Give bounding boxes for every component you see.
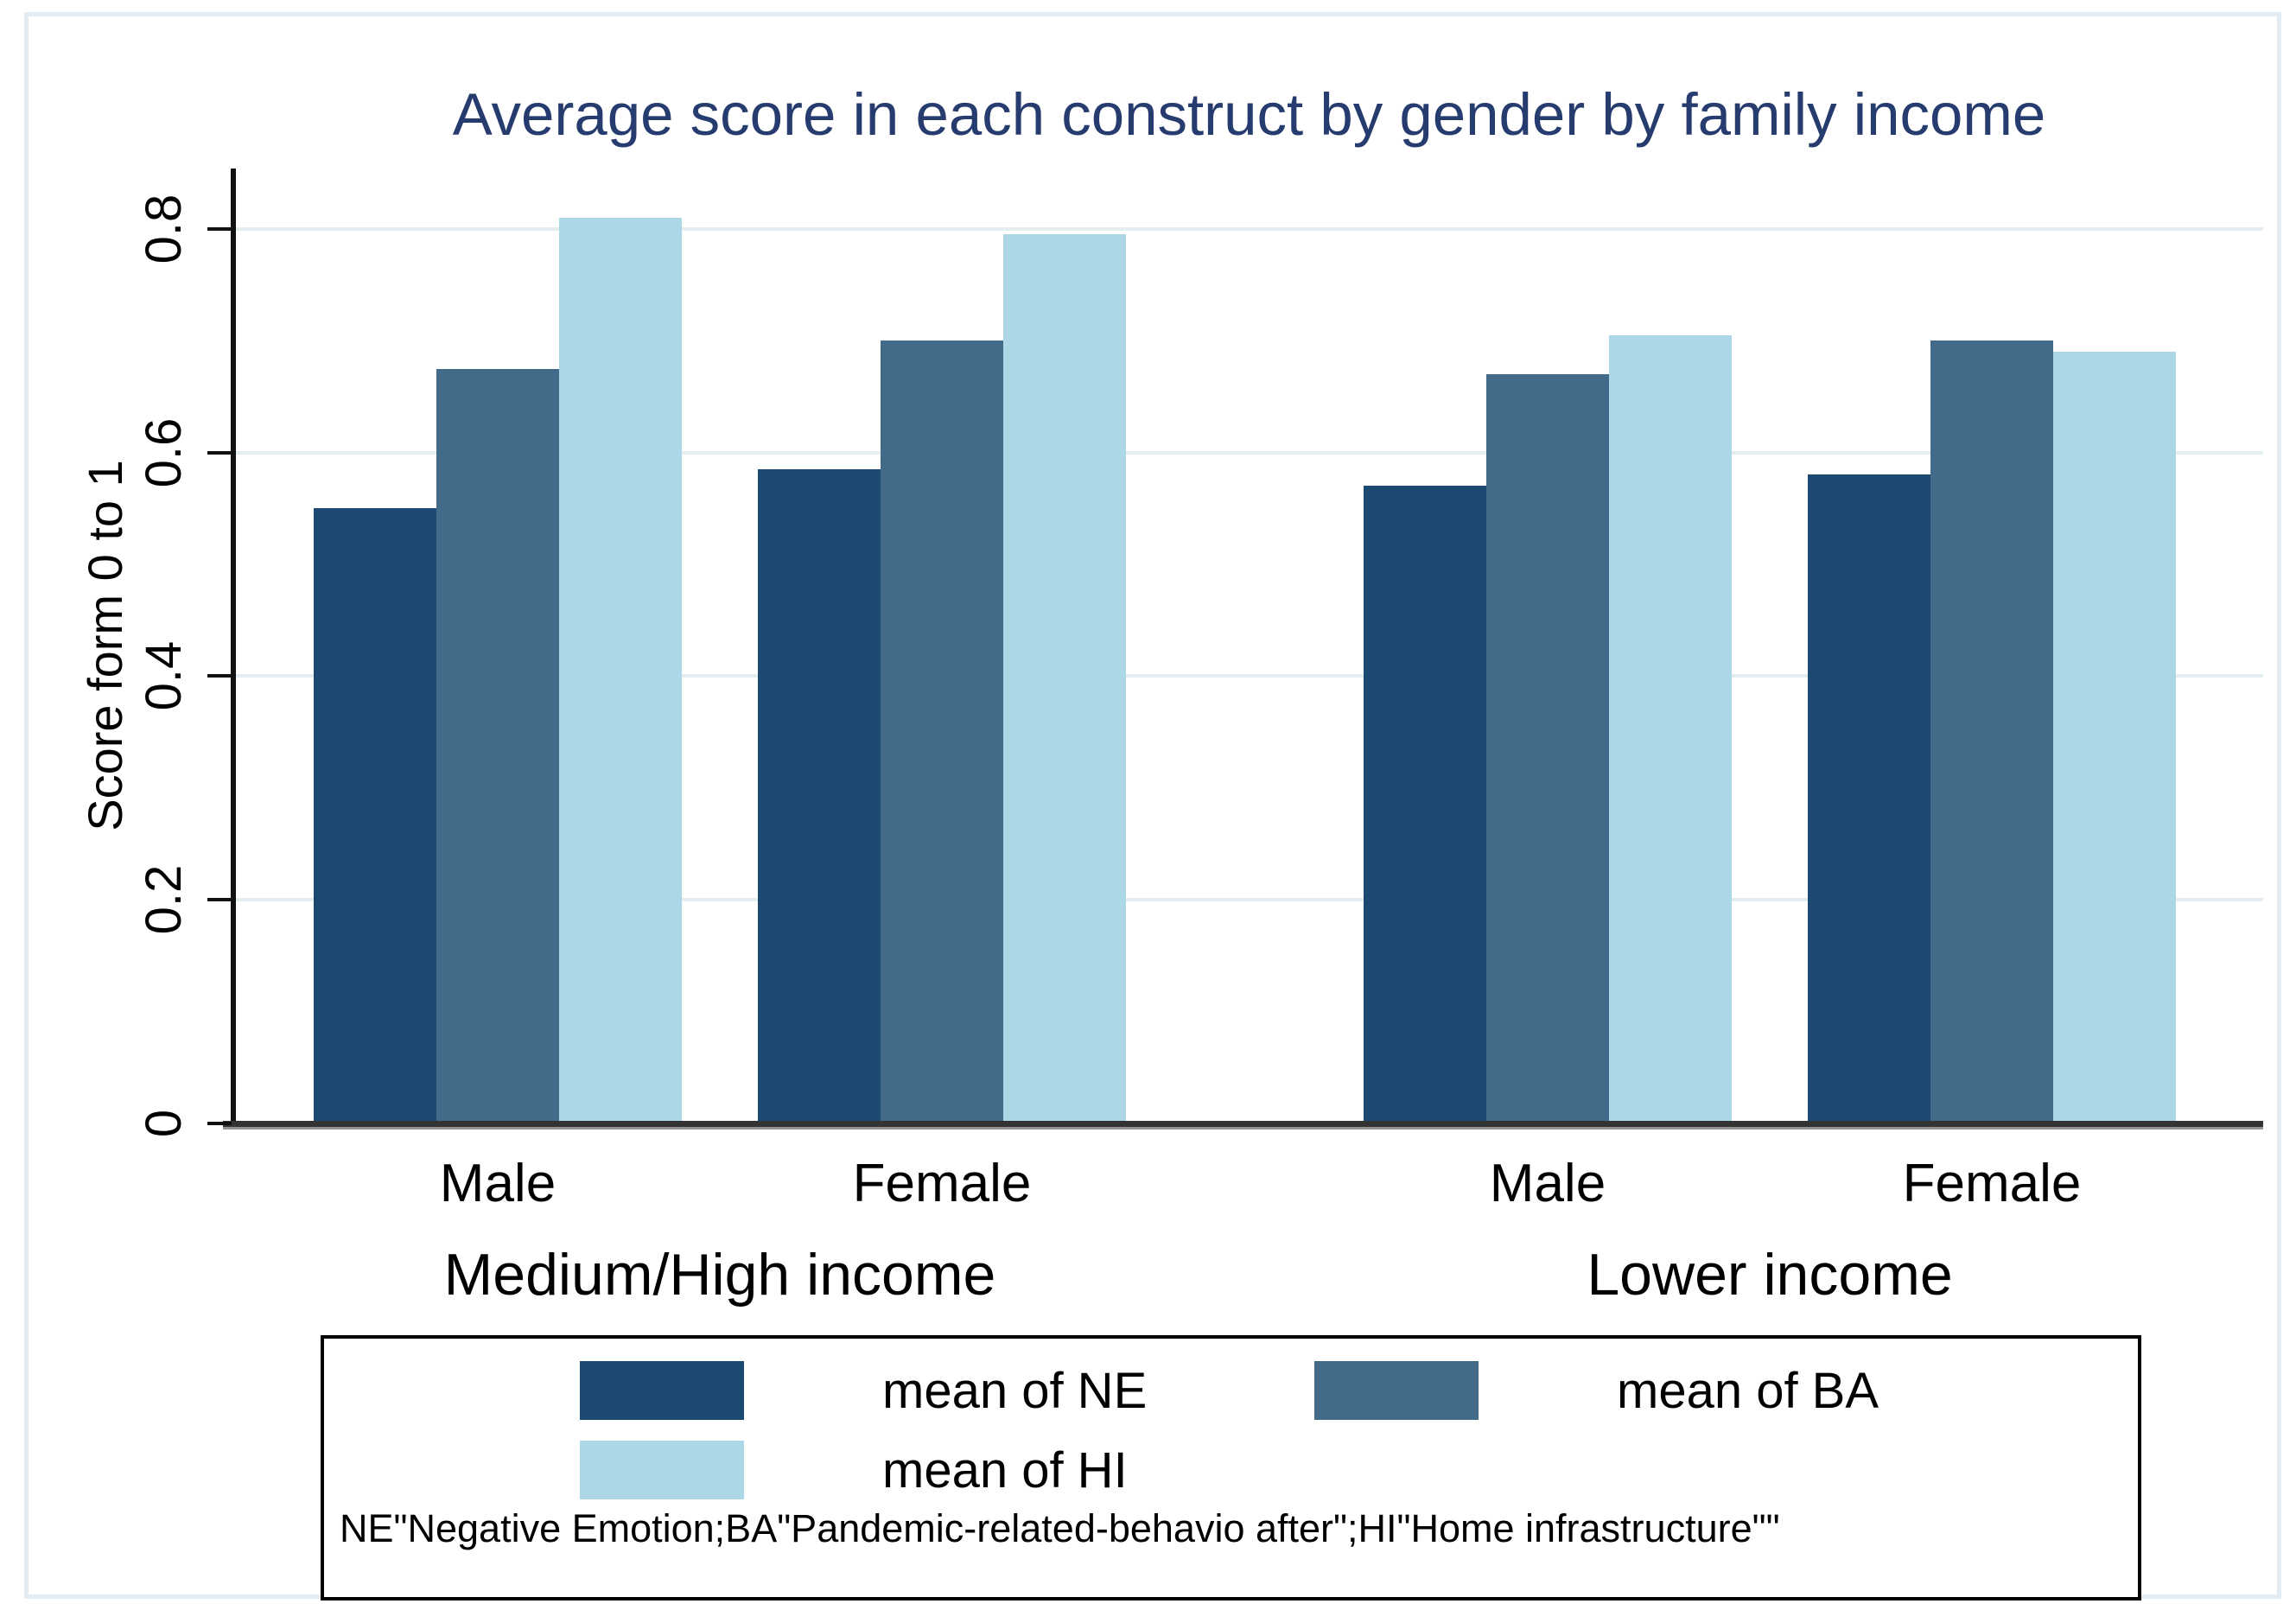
bar-hi-group3 xyxy=(1609,335,1732,1123)
y-tick-label-0.8: 0.8 xyxy=(136,194,192,264)
x-axis-line xyxy=(223,1121,2263,1130)
bar-ne-group1 xyxy=(314,508,436,1123)
gridline-0.6 xyxy=(235,450,2263,455)
legend-label-ba: mean of BA xyxy=(1617,1362,1879,1419)
chart-title: Average score in each construct by gende… xyxy=(452,81,2046,148)
bar-ne-group2 xyxy=(758,469,881,1123)
legend-swatch-ba xyxy=(1314,1361,1479,1420)
y-tick-label-0.2: 0.2 xyxy=(136,864,192,935)
y-tick-label-0.4: 0.4 xyxy=(136,641,192,711)
gridline-0.2 xyxy=(235,898,2263,902)
bar-ba-group2 xyxy=(881,340,1003,1123)
legend-label-ne: mean of NE xyxy=(882,1362,1148,1419)
y-tick-mark-0.6 xyxy=(207,450,232,455)
bar-ba-group1 xyxy=(436,369,559,1123)
legend-swatch-ne xyxy=(580,1361,744,1420)
bar-hi-group1 xyxy=(559,218,682,1123)
legend-label-hi: mean of HI xyxy=(882,1441,1128,1499)
y-axis-line xyxy=(231,169,236,1128)
gridline-0.4 xyxy=(235,674,2263,678)
y-axis-title: Score form 0 to 1 xyxy=(78,460,132,831)
x-category-label: Female xyxy=(1902,1154,2082,1213)
bar-ba-group4 xyxy=(1930,340,2053,1123)
bar-ne-group4 xyxy=(1808,474,1930,1123)
legend-note: NE"Negative Emotion;BA"Pandemic-related-… xyxy=(340,1506,1780,1550)
income-group-label: Medium/High income xyxy=(443,1242,996,1308)
x-category-label: Male xyxy=(1489,1154,1606,1213)
bar-ba-group3 xyxy=(1486,374,1609,1123)
y-tick-mark-0 xyxy=(207,1122,232,1125)
y-tick-mark-0.2 xyxy=(207,898,232,902)
y-tick-mark-0.4 xyxy=(207,674,232,678)
x-category-label: Male xyxy=(439,1154,557,1213)
y-tick-mark-0.8 xyxy=(207,226,232,231)
bar-ne-group3 xyxy=(1364,486,1486,1123)
bar-hi-group2 xyxy=(1003,234,1126,1123)
bar-hi-group4 xyxy=(2053,352,2176,1123)
y-tick-label-0: 0 xyxy=(136,1109,192,1138)
legend-box: mean of NE mean of BA mean of HI NE"Nega… xyxy=(321,1335,2141,1600)
y-tick-label-0.6: 0.6 xyxy=(136,417,192,487)
x-category-label: Female xyxy=(852,1154,1032,1213)
gridline-0.8 xyxy=(235,226,2263,231)
income-group-label: Lower income xyxy=(1587,1242,1953,1308)
plot-area xyxy=(235,169,2263,1123)
legend-swatch-hi xyxy=(580,1441,744,1499)
